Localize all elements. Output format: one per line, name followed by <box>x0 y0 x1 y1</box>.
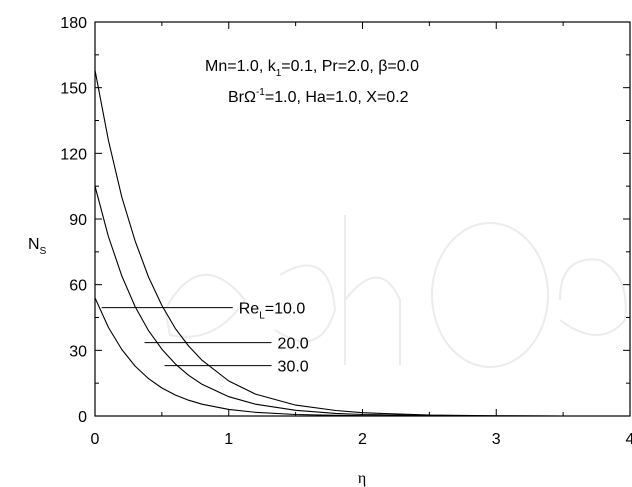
x-tick-label: 0 <box>91 431 100 448</box>
y-tick-label: 0 <box>78 409 87 426</box>
parameters-line-1: Mn=1.0, k1=0.1, Pr=2.0, β=0.0 <box>205 58 419 79</box>
series-label-2: 20.0 <box>278 336 309 353</box>
x-tick-label: 1 <box>224 431 233 448</box>
series-label-1: ReL=10.0 <box>239 301 306 322</box>
y-tick-label: 150 <box>60 81 87 98</box>
y-tick-label: 90 <box>69 212 87 229</box>
series-line-2 <box>94 186 630 417</box>
x-axis-label: η <box>358 470 366 487</box>
y-tick-label: 180 <box>60 15 87 32</box>
plot-border <box>94 21 631 417</box>
plot-area <box>94 21 631 417</box>
y-axis-label: NS <box>28 236 47 257</box>
x-axis: 0 1 2 3 4 <box>91 22 632 448</box>
x-tick-label: 4 <box>626 431 632 448</box>
y-tick-label: 120 <box>60 146 87 163</box>
watermark <box>163 215 627 368</box>
x-tick-label: 2 <box>358 431 367 448</box>
parameters-line-2: BrΩ-1=1.0, Ha=1.0, X=0.2 <box>228 87 409 106</box>
y-tick-label: 60 <box>69 278 87 295</box>
x-tick-label: 3 <box>492 431 501 448</box>
series-label-3: 30.0 <box>278 359 309 376</box>
series-annotations: ReL=10.0 20.0 30.0 <box>101 301 309 376</box>
y-tick-label: 30 <box>69 343 87 360</box>
y-axis: 0 30 60 90 120 150 180 <box>60 15 630 426</box>
series-line-1 <box>94 297 630 417</box>
series-line-3 <box>94 70 630 417</box>
series-lines <box>94 70 630 417</box>
